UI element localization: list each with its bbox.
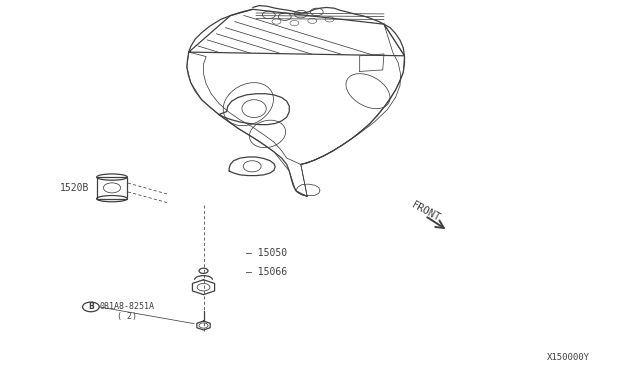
Text: FRONT: FRONT [410,200,442,224]
Text: ( 2): ( 2) [117,312,137,321]
Text: B: B [88,302,93,311]
Text: 1520B: 1520B [60,183,90,193]
Text: – 15066: – 15066 [246,267,287,276]
Text: – 15050: – 15050 [246,248,287,258]
Text: 081A8-8251A: 081A8-8251A [99,302,154,311]
Text: X150000Y: X150000Y [547,353,590,362]
